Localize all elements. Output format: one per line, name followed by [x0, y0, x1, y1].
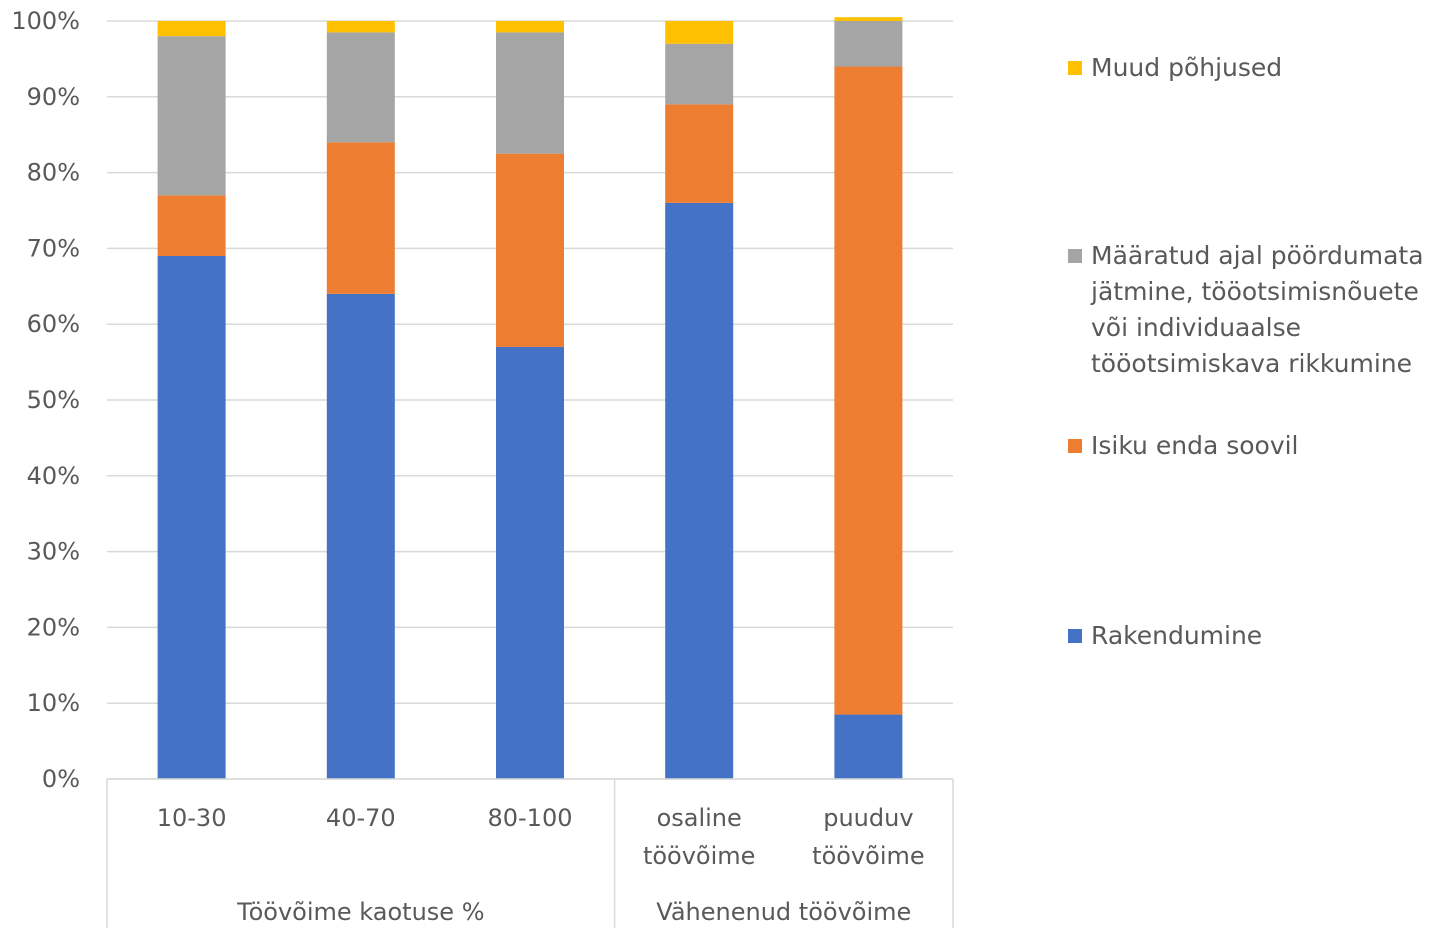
- legend: Muud põhjused Määratud ajal pöördumata j…: [1068, 0, 1448, 928]
- y-tick-label: 20%: [27, 613, 80, 641]
- bar-segment: [496, 346, 564, 779]
- bar-segment: [157, 255, 226, 780]
- y-tick-label: 30%: [27, 538, 80, 566]
- x-tick-label: osaline töövõime: [643, 804, 755, 870]
- legend-item-muud: Muud põhjused: [1068, 50, 1448, 86]
- bar-segment: [665, 21, 734, 44]
- y-tick-label: 90%: [27, 83, 80, 111]
- bar-segment: [157, 21, 226, 37]
- bar-segment: [157, 36, 226, 196]
- legend-label-rakendumine: Rakendumine: [1091, 621, 1263, 650]
- stacked-bar-chart: 0% 10% 20% 30% 40% 50% 60% 70% 80% 90% 100% Töövõi…: [11, 7, 954, 928]
- bar-segment: [665, 43, 734, 105]
- legend-item-isiku: Isiku enda soovil: [1068, 428, 1448, 464]
- y-tick-label: 100%: [11, 7, 80, 35]
- bar-segment: [326, 32, 395, 143]
- bar-segment: [834, 17, 903, 21]
- legend-item-rakendumine: Rakendumine: [1068, 618, 1448, 654]
- bar-segment: [157, 195, 226, 256]
- bar-segment: [665, 104, 734, 203]
- bar-segment: [834, 66, 903, 715]
- y-axis: 0% 10% 20% 30% 40% 50% 60% 70% 80% 90% 100%: [11, 7, 80, 793]
- legend-label-maaratud: Määratud ajal pöördumata jätmine, tööots…: [1091, 241, 1424, 378]
- legend-item-maaratud: Määratud ajal pöördumata jätmine, tööots…: [1068, 238, 1448, 382]
- bar-segment: [496, 21, 564, 33]
- y-tick-label: 80%: [27, 159, 80, 187]
- bar-segment: [665, 202, 734, 780]
- x-tick-label: 80-100: [487, 804, 572, 832]
- bar-series: [157, 17, 903, 780]
- bar-segment: [326, 21, 395, 33]
- legend-swatch-rakendumine: [1068, 629, 1082, 643]
- bar-segment: [496, 153, 564, 347]
- x-group-label: Vähenenud töövõime: [656, 898, 911, 926]
- legend-swatch-muud: [1068, 61, 1082, 75]
- bar-segment: [326, 293, 395, 779]
- y-tick-label: 70%: [27, 234, 80, 262]
- x-tick-label: 40-70: [326, 804, 396, 832]
- bar-segment: [834, 714, 903, 779]
- y-tick-label: 0%: [42, 765, 80, 793]
- y-tick-label: 50%: [27, 386, 80, 414]
- x-tick-label: puuduv töövõime: [812, 804, 924, 870]
- bar-segment: [496, 32, 564, 154]
- legend-label-muud: Muud põhjused: [1091, 53, 1283, 82]
- legend-label-isiku: Isiku enda soovil: [1091, 431, 1299, 460]
- x-axis: Töövõime kaotuse % Vähenenud töövõime 10-3…: [106, 778, 954, 928]
- legend-swatch-isiku: [1068, 439, 1082, 453]
- y-tick-label: 60%: [27, 310, 80, 338]
- y-tick-label: 10%: [27, 689, 80, 717]
- bar-segment: [326, 142, 395, 294]
- y-tick-label: 40%: [27, 462, 80, 490]
- bar-segment: [834, 21, 903, 67]
- x-group-label: Töövõime kaotuse %: [236, 898, 484, 926]
- x-tick-label: 10-30: [157, 804, 227, 832]
- legend-swatch-maaratud: [1068, 249, 1082, 263]
